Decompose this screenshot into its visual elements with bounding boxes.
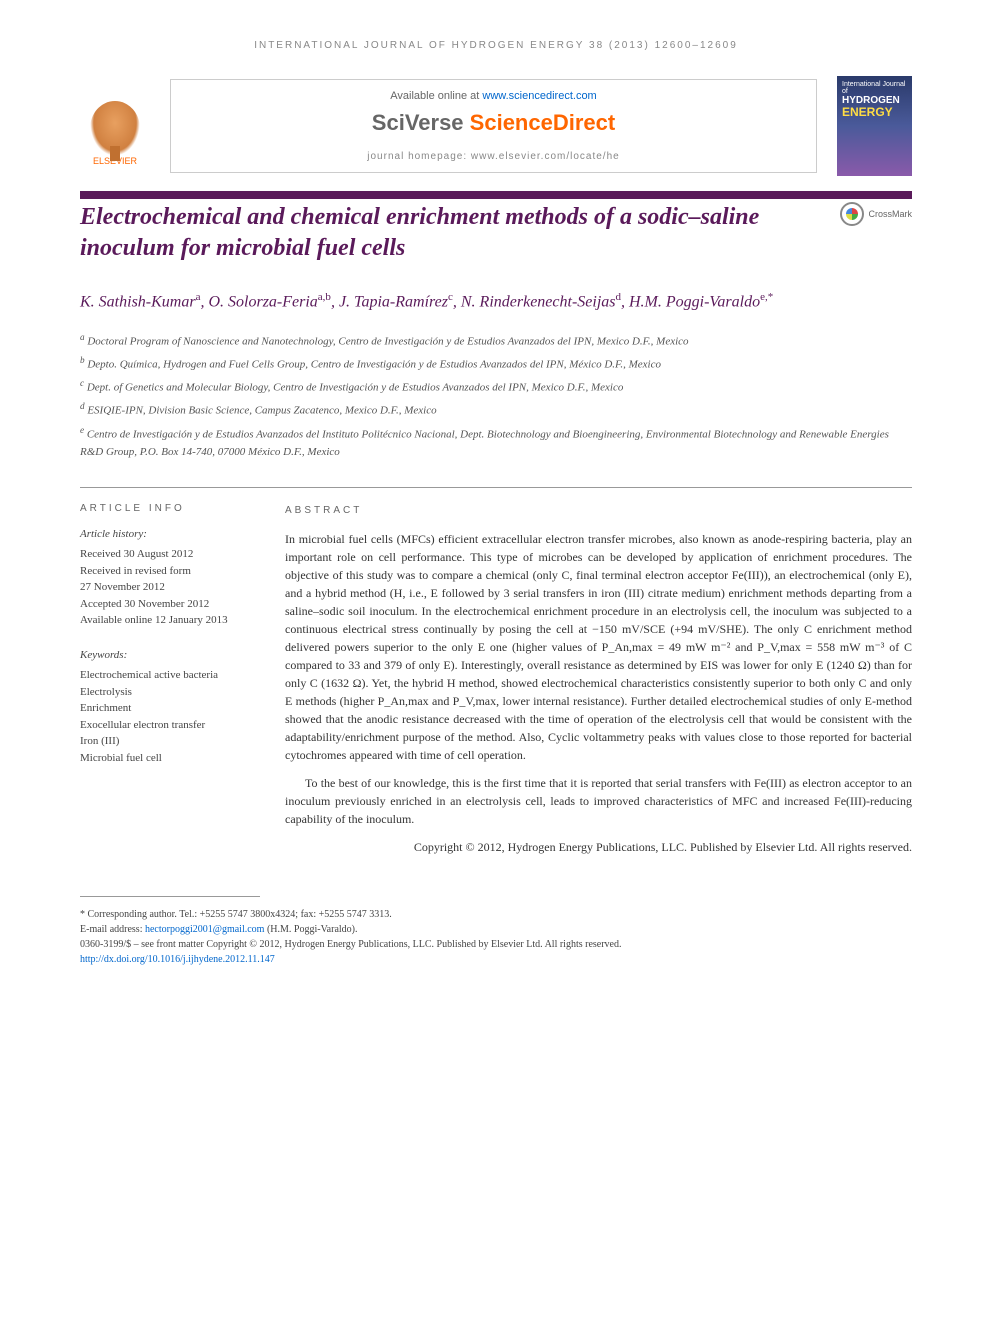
abstract-paragraph-1: In microbial fuel cells (MFCs) efficient…	[285, 530, 912, 764]
affiliations-list: a Doctoral Program of Nanoscience and Na…	[80, 330, 912, 462]
doi-line: http://dx.doi.org/10.1016/j.ijhydene.201…	[80, 952, 912, 967]
crossmark-icon	[840, 202, 864, 226]
available-online-text: Available online at www.sciencedirect.co…	[191, 90, 796, 102]
history-line: Received 30 August 2012	[80, 546, 255, 563]
keyword-line: Microbial fuel cell	[80, 750, 255, 767]
section-divider	[80, 487, 912, 488]
cover-title-2: ENERGY	[842, 106, 907, 119]
article-title: Electrochemical and chemical enrichment …	[80, 202, 820, 264]
info-abstract-columns: ARTICLE INFO Article history: Received 3…	[80, 503, 912, 866]
affiliation-line: b Depto. Química, Hydrogen and Fuel Cell…	[80, 353, 912, 374]
authors-list: K. Sathish-Kumara, O. Solorza-Feriaa,b, …	[80, 289, 912, 314]
history-line: Received in revised form	[80, 563, 255, 580]
article-info-heading: ARTICLE INFO	[80, 503, 255, 514]
running-header: INTERNATIONAL JOURNAL OF HYDROGEN ENERGY…	[80, 40, 912, 51]
keyword-line: Enrichment	[80, 700, 255, 717]
history-line: 27 November 2012	[80, 579, 255, 596]
affiliation-line: e Centro de Investigación y de Estudios …	[80, 423, 912, 462]
email-line: E-mail address: hectorpoggi2001@gmail.co…	[80, 922, 912, 937]
keyword-line: Electrochemical active bacteria	[80, 667, 255, 684]
sciverse-logo: SciVerse ScienceDirect	[191, 110, 796, 136]
email-suffix: (H.M. Poggi-Varaldo).	[264, 924, 357, 935]
corresponding-author-note: * Corresponding author. Tel.: +5255 5747…	[80, 907, 912, 922]
doi-link[interactable]: http://dx.doi.org/10.1016/j.ijhydene.201…	[80, 954, 275, 965]
affiliation-line: c Dept. of Genetics and Molecular Biolog…	[80, 376, 912, 397]
author-email-link[interactable]: hectorpoggi2001@gmail.com	[145, 924, 264, 935]
history-line: Available online 12 January 2013	[80, 612, 255, 629]
history-title: Article history:	[80, 526, 255, 543]
sciencedirect-link[interactable]: www.sciencedirect.com	[482, 90, 596, 102]
sciencedirect-word: ScienceDirect	[470, 110, 616, 135]
issn-line: 0360-3199/$ – see front matter Copyright…	[80, 937, 912, 952]
footnote-divider	[80, 896, 260, 897]
footnotes-block: * Corresponding author. Tel.: +5255 5747…	[80, 907, 912, 967]
abstract-column: ABSTRACT In microbial fuel cells (MFCs) …	[285, 503, 912, 866]
abstract-copyright: Copyright © 2012, Hydrogen Energy Public…	[285, 838, 912, 856]
title-separator-bar	[80, 191, 912, 199]
journal-cover-thumbnail: International Journal of HYDROGEN ENERGY	[837, 76, 912, 176]
affiliation-line: d ESIQIE-IPN, Division Basic Science, Ca…	[80, 399, 912, 420]
history-line: Accepted 30 November 2012	[80, 596, 255, 613]
sciverse-prefix: SciVerse	[372, 110, 470, 135]
keyword-line: Exocellular electron transfer	[80, 717, 255, 734]
article-history-block: Article history: Received 30 August 2012…	[80, 526, 255, 629]
elsevier-tree-icon	[90, 101, 140, 156]
keyword-line: Iron (III)	[80, 733, 255, 750]
crossmark-badge[interactable]: CrossMark	[840, 202, 912, 226]
article-info-column: ARTICLE INFO Article history: Received 3…	[80, 503, 255, 866]
email-label: E-mail address:	[80, 924, 145, 935]
affiliation-line: a Doctoral Program of Nanoscience and Na…	[80, 330, 912, 351]
keywords-title: Keywords:	[80, 647, 255, 664]
publisher-banner: ELSEVIER Available online at www.science…	[80, 76, 912, 176]
title-row: Electrochemical and chemical enrichment …	[80, 202, 912, 264]
elsevier-logo: ELSEVIER	[80, 86, 150, 166]
cover-subtitle: International Journal of	[842, 81, 907, 95]
keywords-block: Keywords: Electrochemical active bacteri…	[80, 647, 255, 767]
available-online-prefix: Available online at	[390, 90, 482, 102]
abstract-paragraph-2: To the best of our knowledge, this is th…	[285, 774, 912, 828]
journal-homepage: journal homepage: www.elsevier.com/locat…	[191, 151, 796, 162]
banner-center: Available online at www.sciencedirect.co…	[170, 79, 817, 173]
keyword-line: Electrolysis	[80, 684, 255, 701]
abstract-heading: ABSTRACT	[285, 503, 912, 518]
crossmark-label: CrossMark	[868, 209, 912, 219]
